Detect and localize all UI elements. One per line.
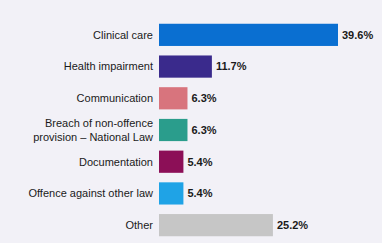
bar bbox=[159, 55, 212, 77]
data-label: 6.3% bbox=[191, 124, 216, 136]
category-label: Other bbox=[125, 219, 153, 231]
category-label: Documentation bbox=[79, 156, 153, 168]
category-label: Health impairment bbox=[64, 60, 153, 72]
bar bbox=[159, 182, 183, 204]
bar bbox=[159, 87, 187, 109]
bars bbox=[159, 24, 338, 236]
category-label: Offence against other law bbox=[28, 187, 153, 199]
bar bbox=[159, 24, 338, 46]
category-label-line: Health impairment bbox=[64, 60, 153, 72]
data-label: 5.4% bbox=[187, 156, 212, 168]
category-label-line: Communication bbox=[77, 92, 153, 104]
category-label-line: Documentation bbox=[79, 156, 153, 168]
category-label-line: Offence against other law bbox=[28, 187, 153, 199]
category-labels: Clinical care Health impairment Communicat… bbox=[28, 29, 153, 231]
category-label-line: provision – National Law bbox=[33, 131, 153, 143]
data-label: 25.2% bbox=[277, 219, 308, 231]
chart: 39.6% 11.7% 6.3% 6.3% 5.4% 5.4% 25.2% Clinical … bbox=[0, 0, 382, 243]
bar bbox=[159, 151, 183, 173]
data-labels: 39.6% 11.7% 6.3% 6.3% 5.4% 5.4% 25.2% bbox=[187, 29, 373, 231]
category-label: Communication bbox=[77, 92, 153, 104]
category-label-line: Clinical care bbox=[93, 29, 153, 41]
background bbox=[0, 0, 382, 243]
bar bbox=[159, 119, 187, 141]
data-label: 6.3% bbox=[191, 92, 216, 104]
category-label: Clinical care bbox=[93, 29, 153, 41]
category-label-line: Other bbox=[125, 219, 153, 231]
category-label: Breach of non-offence provision – Nationa… bbox=[33, 117, 153, 143]
data-label: 5.4% bbox=[187, 187, 212, 199]
data-label: 39.6% bbox=[342, 29, 373, 41]
category-label-line: Breach of non-offence bbox=[45, 117, 153, 129]
bar bbox=[159, 214, 273, 236]
data-label: 11.7% bbox=[216, 60, 247, 72]
